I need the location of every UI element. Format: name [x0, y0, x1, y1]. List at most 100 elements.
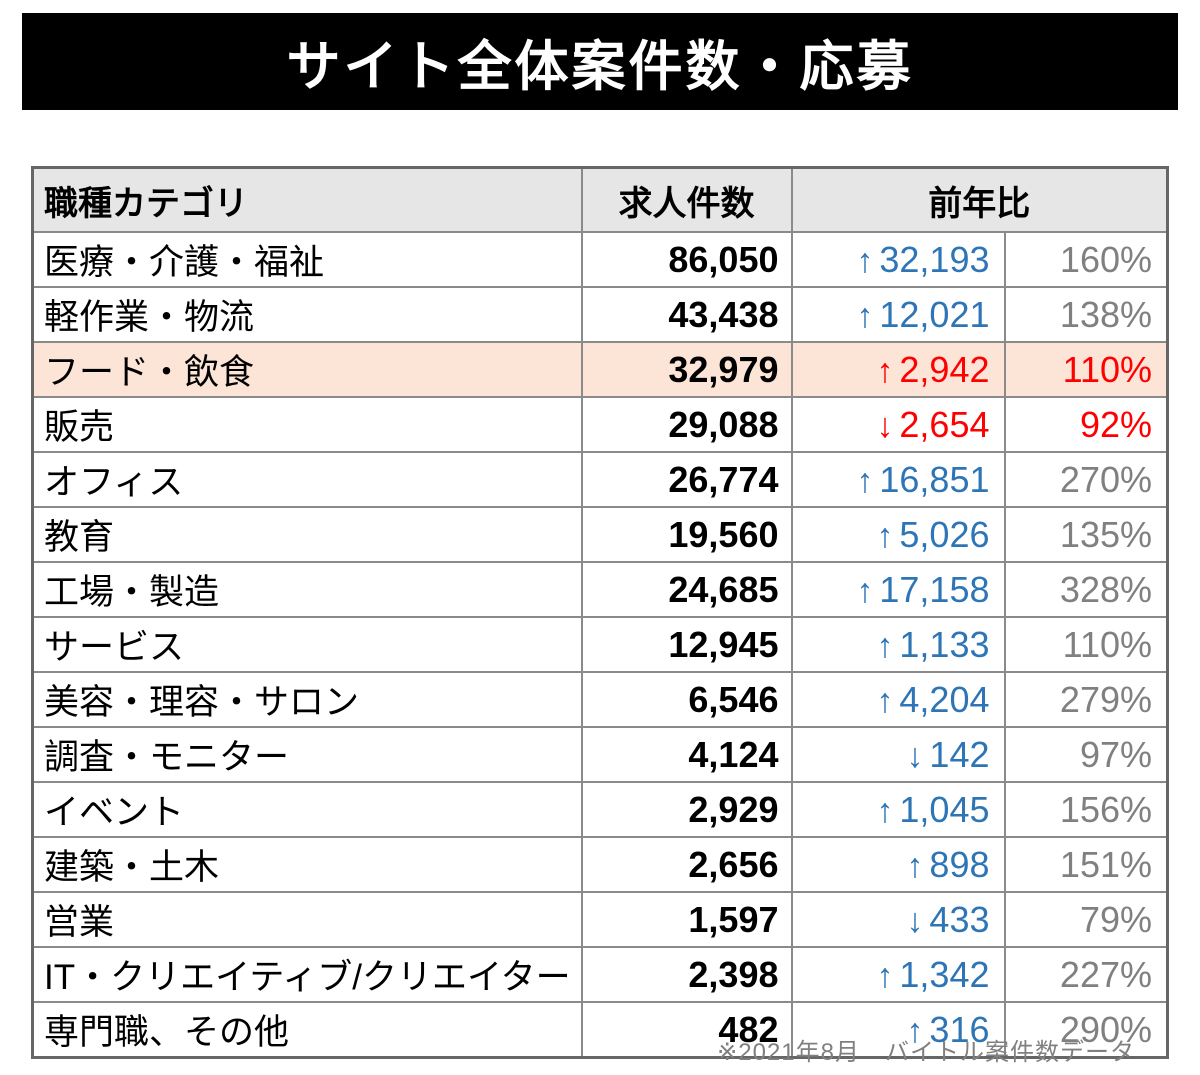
yoy-delta-value: 2,654: [899, 403, 990, 445]
count-cell: 19,560: [580, 506, 793, 563]
title-banner: サイト全体案件数・応募: [22, 13, 1178, 110]
yoy-percent-cell: 328%: [1003, 561, 1169, 618]
table-row: サービス 12,945 ↑ 1,133 110%: [31, 616, 1169, 673]
yoy-delta-value: 433: [929, 898, 990, 940]
table-row: 建築・土木 2,656 ↑ 898 151%: [31, 836, 1169, 893]
down-arrow-icon: ↓: [906, 901, 924, 940]
yoy-delta-cell: ↑ 32,193: [790, 231, 1006, 288]
table-row: 教育 19,560 ↑ 5,026 135%: [31, 506, 1169, 563]
yoy-delta-cell: ↑ 1,045: [790, 781, 1006, 838]
table-row: イベント 2,929 ↑ 1,045 156%: [31, 781, 1169, 838]
yoy-percent-cell: 156%: [1003, 781, 1169, 838]
up-arrow-icon: ↑: [856, 241, 874, 280]
header-row: 職種カテゴリ 求人件数 前年比: [31, 166, 1169, 233]
yoy-delta-value: 1,133: [899, 623, 990, 665]
yoy-percent-cell: 270%: [1003, 451, 1169, 508]
up-arrow-icon: ↑: [906, 846, 924, 885]
category-cell: 工場・製造: [31, 561, 583, 618]
up-arrow-icon: ↑: [856, 571, 874, 610]
table-row: オフィス 26,774 ↑ 16,851 270%: [31, 451, 1169, 508]
count-cell: 29,088: [580, 396, 793, 453]
category-cell: 専門職、その他: [31, 1001, 583, 1059]
yoy-delta-value: 17,158: [879, 568, 990, 610]
yoy-delta-value: 2,942: [899, 348, 990, 390]
count-cell: 2,398: [580, 946, 793, 1003]
yoy-delta-cell: ↑ 316: [790, 1001, 1006, 1059]
count-cell: 32,979: [580, 341, 793, 398]
category-cell: 調査・モニター: [31, 726, 583, 783]
yoy-delta-cell: ↓ 2,654: [790, 396, 1006, 453]
category-cell: 販売: [31, 396, 583, 453]
column-header-yoy: 前年比: [790, 166, 1169, 233]
yoy-delta-cell: ↑ 17,158: [790, 561, 1006, 618]
down-arrow-icon: ↓: [876, 406, 894, 445]
column-header-category: 職種カテゴリ: [31, 166, 583, 233]
yoy-percent-cell: 97%: [1003, 726, 1169, 783]
yoy-percent-cell: 279%: [1003, 671, 1169, 728]
count-cell: 24,685: [580, 561, 793, 618]
page-title: サイト全体案件数・応募: [286, 37, 914, 97]
yoy-percent-cell: 92%: [1003, 396, 1169, 453]
footnote: ※2021年8月 バイトル案件数データ: [717, 1039, 1135, 1066]
up-arrow-icon: ↑: [906, 1011, 924, 1050]
table-row: 調査・モニター 4,124 ↓ 142 97%: [31, 726, 1169, 783]
yoy-percent-cell: 110%: [1003, 341, 1169, 398]
yoy-delta-cell: ↑ 898: [790, 836, 1006, 893]
table-row: 美容・理容・サロン 6,546 ↑ 4,204 279%: [31, 671, 1169, 728]
yoy-delta-value: 16,851: [879, 458, 990, 500]
yoy-percent-cell: 151%: [1003, 836, 1169, 893]
table-row: 工場・製造 24,685 ↑ 17,158 328%: [31, 561, 1169, 618]
up-arrow-icon: ↑: [876, 956, 894, 995]
category-cell: 営業: [31, 891, 583, 948]
category-cell: オフィス: [31, 451, 583, 508]
up-arrow-icon: ↑: [876, 681, 894, 720]
yoy-delta-value: 4,204: [899, 678, 990, 720]
yoy-percent-cell: 79%: [1003, 891, 1169, 948]
count-cell: 2,656: [580, 836, 793, 893]
count-cell: 26,774: [580, 451, 793, 508]
category-cell: IT・クリエイティブ/クリエイター: [31, 946, 583, 1003]
yoy-percent-cell: 135%: [1003, 506, 1169, 563]
yoy-delta-value: 5,026: [899, 513, 990, 555]
category-cell: 医療・介護・福祉: [31, 231, 583, 288]
count-cell: 1,597: [580, 891, 793, 948]
up-arrow-icon: ↑: [876, 351, 894, 390]
yoy-delta-cell: ↑ 12,021: [790, 286, 1006, 343]
yoy-percent-cell: 110%: [1003, 616, 1169, 673]
count-cell: 2,929: [580, 781, 793, 838]
count-cell: 43,438: [580, 286, 793, 343]
yoy-delta-cell: ↓ 433: [790, 891, 1006, 948]
category-cell: 教育: [31, 506, 583, 563]
up-arrow-icon: ↑: [876, 516, 894, 555]
yoy-delta-value: 12,021: [879, 293, 990, 335]
yoy-delta-cell: ↓ 142: [790, 726, 1006, 783]
count-cell: 86,050: [580, 231, 793, 288]
yoy-percent-cell: 138%: [1003, 286, 1169, 343]
yoy-percent-cell: 160%: [1003, 231, 1169, 288]
yoy-delta-value: 142: [929, 733, 990, 775]
table-row-highlighted: フード・飲食 32,979 ↑ 2,942 110%: [31, 341, 1169, 398]
category-cell: サービス: [31, 616, 583, 673]
up-arrow-icon: ↑: [856, 296, 874, 335]
table-row: 専門職、その他 482 ↑ 316 290%: [31, 1001, 1169, 1059]
table-row: 医療・介護・福祉 86,050 ↑ 32,193 160%: [31, 231, 1169, 288]
count-cell: 4,124: [580, 726, 793, 783]
count-cell: 12,945: [580, 616, 793, 673]
table-row: 軽作業・物流 43,438 ↑ 12,021 138%: [31, 286, 1169, 343]
category-cell: 軽作業・物流: [31, 286, 583, 343]
yoy-delta-value: 316: [929, 1008, 990, 1050]
yoy-delta-cell: ↑ 1,133: [790, 616, 1006, 673]
table-row: 販売 29,088 ↓ 2,654 92%: [31, 396, 1169, 453]
table-row: 営業 1,597 ↓ 433 79%: [31, 891, 1169, 948]
down-arrow-icon: ↓: [906, 736, 924, 775]
table-row: IT・クリエイティブ/クリエイター 2,398 ↑ 1,342 227%: [31, 946, 1169, 1003]
category-cell: 美容・理容・サロン: [31, 671, 583, 728]
count-cell: 6,546: [580, 671, 793, 728]
column-header-count: 求人件数: [580, 166, 793, 233]
category-cell: フード・飲食: [31, 341, 583, 398]
yoy-percent-cell: 290%: [1003, 1001, 1169, 1059]
up-arrow-icon: ↑: [876, 791, 894, 830]
yoy-delta-value: 32,193: [879, 238, 990, 280]
yoy-percent-cell: 227%: [1003, 946, 1169, 1003]
yoy-delta-value: 1,045: [899, 788, 990, 830]
